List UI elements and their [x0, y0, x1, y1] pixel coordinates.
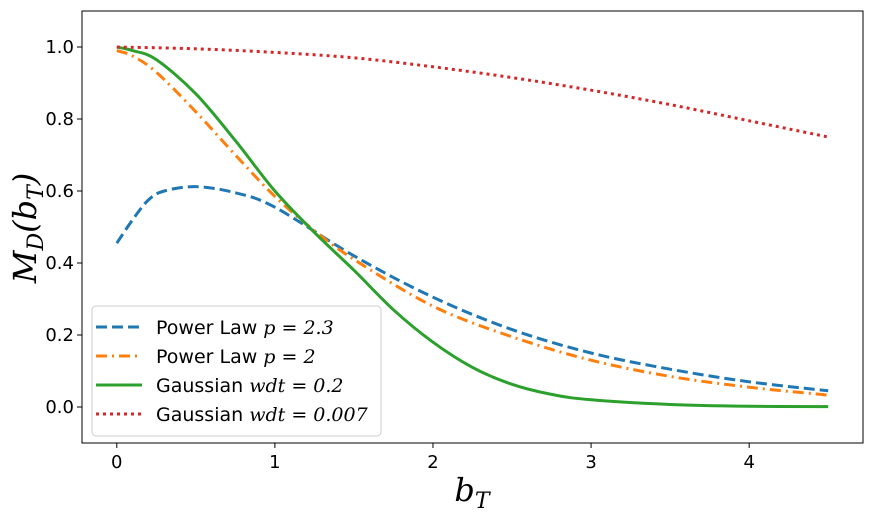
y-tick-label: 1.0 [45, 37, 74, 58]
x-tick-label: 4 [743, 452, 754, 473]
x-tick-label: 3 [585, 452, 596, 473]
y-axis-title-sub-t: T [24, 183, 49, 200]
series-line-1 [115, 185, 829, 393]
y-tick-label: 0.8 [45, 109, 74, 130]
y-tick-label: 0.6 [45, 181, 74, 202]
series-layer [115, 45, 829, 409]
y-axis-title-paren-open: (b [6, 200, 44, 233]
legend-label-math: wdt = 0.2 [249, 375, 343, 397]
series-line-3 [116, 45, 829, 409]
y-axis-title-m: M [6, 249, 44, 284]
x-axis-title-sub: T [475, 489, 492, 514]
y-axis-title-sub-d: D [24, 233, 49, 252]
y-tick-label: 0.4 [45, 253, 74, 274]
legend-label-1: Power Law p = 2.3 [156, 317, 334, 339]
y-tick-label: 0.0 [45, 397, 74, 418]
legend-label-text: Gaussian [156, 404, 249, 426]
x-axis-title: bT [454, 471, 491, 514]
y-axis-title: MD(bT) [6, 173, 49, 285]
legend-label-text: Gaussian [156, 375, 249, 397]
legend-label-2: Power Law p = 2 [156, 346, 316, 368]
tick-layer: 0 1 2 3 4 0.0 0.2 0.4 0.6 0.8 1.0 [45, 37, 755, 473]
legend-label-text: Power Law [156, 346, 263, 368]
y-axis-title-paren-close: ) [6, 173, 44, 186]
legend-label-4: Gaussian wdt = 0.007 [156, 404, 369, 426]
x-tick-label: 2 [427, 452, 438, 473]
x-tick-label: 1 [269, 452, 280, 473]
legend-label-3: Gaussian wdt = 0.2 [156, 375, 344, 397]
series-line-4 [116, 45, 829, 139]
legend-box [91, 305, 382, 437]
x-tick-label: 0 [111, 452, 122, 473]
legend-label-math: p = 2 [263, 346, 315, 368]
legend-label-math: wdt = 0.007 [249, 404, 368, 426]
legend-label-math: p = 2.3 [263, 317, 333, 339]
legend-label-text: Power Law [156, 317, 263, 339]
y-tick-label: 0.2 [45, 325, 74, 346]
x-axis-title-base: b [454, 471, 474, 509]
